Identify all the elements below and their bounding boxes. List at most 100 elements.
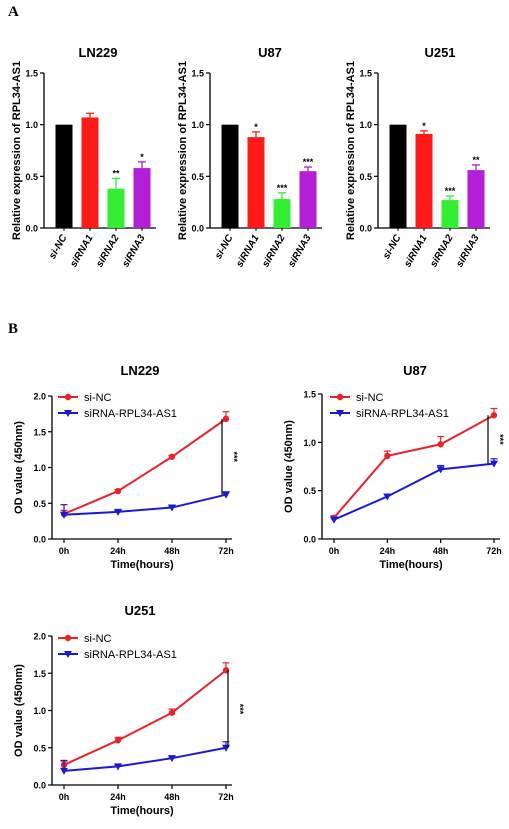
legend-marker-si-nc bbox=[64, 393, 72, 401]
data-point-si-nc bbox=[384, 452, 391, 460]
y-tick-label: 1.0 bbox=[25, 120, 38, 130]
significance-label: ** bbox=[472, 155, 480, 165]
legend-label-sirna-rpl34-as1: siRNA-RPL34-AS1 bbox=[356, 408, 449, 420]
bar-sirna1 bbox=[81, 117, 99, 228]
legend-label-si-nc: si-NC bbox=[84, 633, 112, 645]
data-point-si-nc bbox=[168, 709, 176, 716]
x-axis-label: Time(hours) bbox=[379, 559, 443, 571]
data-point-sirna-rpl34-as1 bbox=[60, 511, 68, 519]
legend-label-si-nc: si-NC bbox=[356, 392, 384, 404]
legend-label-sirna-rpl34-as1: siRNA-RPL34-AS1 bbox=[84, 649, 177, 661]
y-tick-label: 1.0 bbox=[33, 706, 46, 716]
y-tick-label: 0.0 bbox=[191, 224, 204, 234]
x-tick-label: 72h bbox=[486, 546, 502, 556]
y-tick-label: 0.0 bbox=[303, 535, 316, 545]
y-tick-label: 1.0 bbox=[303, 438, 316, 448]
bar-si-nc bbox=[221, 124, 239, 228]
y-tick-label: 0.5 bbox=[303, 486, 316, 496]
y-tick-label: 0.5 bbox=[33, 743, 46, 753]
y-tick-label: 0.0 bbox=[33, 781, 46, 791]
x-tick-label: 0h bbox=[59, 792, 70, 802]
y-axis-label: Relative expression of RPL34-AS1 bbox=[11, 61, 23, 240]
y-tick-label: 2.0 bbox=[33, 392, 46, 402]
data-point-si-nc bbox=[114, 487, 122, 495]
chart-title: U251 bbox=[124, 603, 155, 618]
significance-label: *** bbox=[229, 452, 239, 463]
panel-label-b: B bbox=[8, 321, 19, 337]
data-point-sirna-rpl34-as1 bbox=[436, 466, 445, 474]
data-point-sirna-rpl34-as1 bbox=[168, 504, 176, 512]
data-point-si-nc bbox=[222, 415, 230, 423]
bar-sirna3 bbox=[467, 170, 485, 228]
significance-label: *** bbox=[303, 157, 314, 167]
data-point-si-nc bbox=[114, 737, 122, 744]
significance-label: *** bbox=[495, 434, 505, 445]
significance-label: * bbox=[254, 122, 258, 132]
x-tick-label: 24h bbox=[110, 546, 126, 556]
chart-title: U87 bbox=[403, 363, 427, 378]
series-line-si-nc bbox=[333, 414, 495, 519]
significance-label: ** bbox=[112, 168, 120, 178]
series-line-sirna-rpl34-as1 bbox=[63, 493, 227, 516]
y-axis-label: OD value (450nm) bbox=[13, 421, 25, 514]
bar-sirna2 bbox=[441, 200, 459, 228]
legend-label-si-nc: si-NC bbox=[84, 392, 112, 404]
y-axis-label: OD value (450nm) bbox=[13, 664, 25, 757]
significance-label: * bbox=[422, 121, 426, 131]
x-axis-label: Time(hours) bbox=[110, 805, 174, 817]
y-tick-label: 0.0 bbox=[25, 224, 38, 234]
data-point-sirna-rpl34-as1 bbox=[114, 508, 122, 516]
data-point-sirna-rpl34-as1 bbox=[383, 493, 392, 501]
y-tick-label: 1.5 bbox=[191, 69, 204, 79]
y-tick-label: 1.5 bbox=[33, 669, 46, 679]
data-point-sirna-rpl34-as1 bbox=[490, 460, 498, 468]
y-tick-label: 0.5 bbox=[25, 172, 38, 182]
y-tick-label: 0.5 bbox=[191, 172, 204, 182]
significance-label: * bbox=[140, 152, 144, 162]
y-tick-label: 1.0 bbox=[359, 120, 372, 130]
bar-si-nc bbox=[389, 124, 407, 228]
bar-sirna2 bbox=[273, 199, 291, 228]
data-point-si-nc bbox=[490, 412, 498, 419]
y-tick-label: 1.5 bbox=[303, 390, 316, 400]
legend-label-sirna-rpl34-as1: siRNA-RPL34-AS1 bbox=[84, 408, 177, 420]
significance-label: *** bbox=[277, 183, 288, 193]
y-tick-label: 1.5 bbox=[33, 427, 46, 437]
data-point-sirna-rpl34-as1 bbox=[330, 516, 338, 524]
x-tick-label: 48h bbox=[433, 546, 449, 556]
y-axis-label: OD value (450nm) bbox=[283, 420, 295, 513]
y-axis-label: Relative expression of RPL34-AS1 bbox=[345, 61, 357, 240]
bar-sirna1 bbox=[247, 137, 265, 228]
bar-sirna2 bbox=[107, 188, 125, 228]
legend-marker-sirna-rpl34-as1 bbox=[336, 410, 344, 417]
data-point-sirna-rpl34-as1 bbox=[222, 491, 230, 499]
y-tick-label: 1.0 bbox=[191, 120, 204, 130]
legend-marker-si-nc bbox=[336, 393, 344, 401]
x-tick-label: 24h bbox=[380, 546, 396, 556]
legend-marker-sirna-rpl34-as1 bbox=[64, 651, 72, 658]
x-tick-label: 0h bbox=[59, 546, 70, 556]
bar-sirna1 bbox=[415, 133, 433, 228]
y-tick-label: 1.5 bbox=[25, 69, 38, 79]
bar-sirna3 bbox=[299, 171, 317, 228]
y-axis-label: Relative expression of RPL34-AS1 bbox=[177, 61, 189, 240]
chart-title: U251 bbox=[424, 45, 455, 60]
series-line-si-nc bbox=[63, 669, 227, 766]
legend-marker-si-nc bbox=[64, 634, 72, 642]
x-tick-label: 24h bbox=[110, 792, 126, 802]
y-tick-label: 2.0 bbox=[33, 632, 46, 642]
series-line-si-nc bbox=[63, 418, 227, 515]
significance-label: *** bbox=[445, 186, 456, 196]
series-line-sirna-rpl34-as1 bbox=[63, 746, 227, 772]
data-point-si-nc bbox=[437, 441, 444, 448]
data-point-si-nc bbox=[168, 453, 176, 460]
x-tick-label: 48h bbox=[164, 546, 180, 556]
chart-title: LN229 bbox=[120, 363, 159, 378]
significance-label: *** bbox=[235, 704, 245, 715]
x-tick-label: 72h bbox=[218, 546, 234, 556]
